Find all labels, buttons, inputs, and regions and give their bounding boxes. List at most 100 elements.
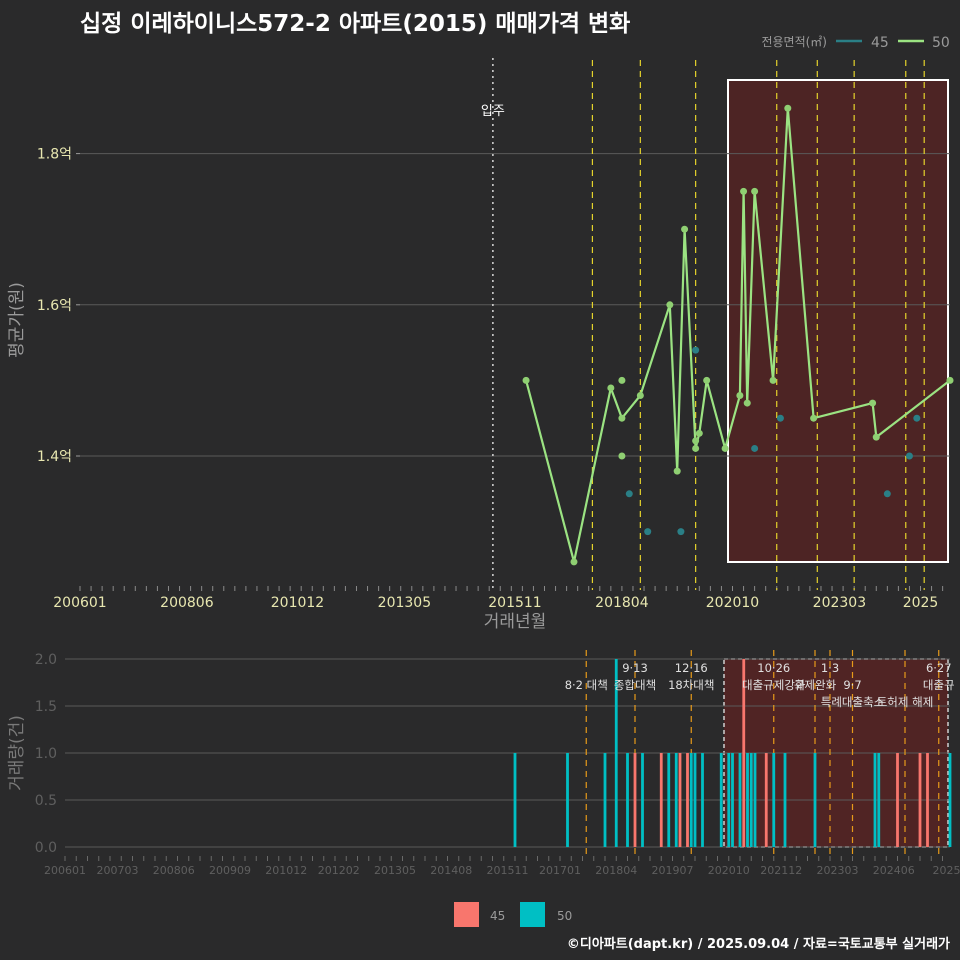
data-point-50 — [721, 444, 729, 452]
volume-x-tick-label: 200601 — [44, 864, 86, 877]
policy-label: 8·2 대책 — [565, 678, 608, 692]
volume-x-tick-label: 201305 — [374, 864, 416, 877]
data-point-50 — [522, 376, 530, 384]
data-point-50 — [736, 392, 744, 400]
legend-label-45: 45 — [871, 35, 889, 51]
bar-50 — [626, 753, 629, 847]
data-point-50 — [872, 433, 880, 441]
x-tick-label: 202010 — [706, 595, 759, 611]
bar-50 — [727, 753, 731, 847]
bar-45 — [659, 753, 663, 847]
x-axis-title: 거래년월 — [484, 612, 547, 632]
policy-label: 종합대책 — [614, 678, 656, 692]
data-point-50 — [666, 301, 674, 309]
volume-chart-panel: 0.0 0.5 1.0 1.5 2.0 200601 200703 200806 200909 2… — [7, 650, 960, 877]
data-point-50 — [673, 467, 681, 475]
data-point-45 — [692, 346, 700, 354]
policy-label: 대출규제강화 — [742, 678, 806, 692]
bar-50 — [873, 753, 877, 847]
bar-45 — [633, 753, 637, 847]
footer-credit: ©디아파트(dapt.kr) / 2025.09.04 / 자료=국토교통부 실… — [566, 937, 950, 952]
bar-50 — [566, 753, 569, 847]
data-point-50 — [636, 392, 644, 400]
data-point-45 — [625, 490, 633, 498]
bar-50 — [719, 753, 723, 847]
data-point-45 — [751, 444, 759, 452]
move-in-label: 입주 — [481, 104, 505, 119]
volume-y-tick-label: 0.0 — [35, 840, 57, 856]
data-point-45 — [905, 452, 913, 460]
data-point-50 — [618, 414, 626, 422]
legend-swatch-bar-50 — [520, 902, 545, 927]
data-point-50 — [946, 376, 954, 384]
chart-title: 십정 이레하이니스572-2 아파트(2015) 매매가격 변화 — [80, 11, 631, 37]
bar-50 — [749, 753, 753, 847]
data-point-50 — [681, 225, 689, 233]
bar-45 — [678, 753, 682, 847]
data-point-50 — [784, 104, 792, 112]
legend-label-50: 50 — [932, 35, 950, 51]
volume-x-tick-label: 201804 — [595, 864, 637, 877]
legend-swatch-bar-45 — [454, 902, 479, 927]
volume-y-tick-label: 2.0 — [35, 652, 57, 668]
policy-label: 9·13 — [622, 661, 648, 675]
y-axis-title: 평균가(원) — [7, 282, 27, 358]
volume-x-tick-label: 201907 — [652, 864, 694, 877]
x-tick-label: 2025 — [903, 595, 939, 611]
bar-45 — [926, 753, 929, 847]
policy-label: 6·27 — [926, 661, 952, 675]
bar-50 — [738, 753, 742, 847]
bar-50 — [693, 753, 697, 847]
bar-45 — [918, 753, 922, 847]
x-tick-label: 201012 — [271, 595, 324, 611]
bar-50 — [948, 753, 952, 847]
bar-50 — [783, 753, 787, 847]
data-point-50 — [751, 187, 759, 195]
data-point-50 — [743, 399, 751, 407]
bar-45 — [686, 753, 689, 847]
volume-x-tick-label: 200703 — [97, 864, 139, 877]
bar-45 — [896, 753, 899, 847]
volume-x-tick-label: 201012 — [265, 864, 307, 877]
legend-title: 전용면적(㎡) — [761, 35, 827, 49]
data-point-50 — [769, 376, 777, 384]
x-tick-label: 201804 — [595, 595, 649, 611]
data-point-50 — [869, 399, 877, 407]
bar-50 — [772, 753, 776, 847]
bar-50 — [674, 753, 678, 847]
policy-label: 18차대책 — [668, 678, 714, 692]
volume-x-tick-label: 201701 — [539, 864, 581, 877]
price-chart-panel: 1.4억 1.6억 1.8억 200601 200806 201012 201305 2015… — [7, 58, 954, 632]
bar-50 — [877, 753, 881, 847]
policy-label: 특례대출축소 — [821, 695, 884, 709]
bar-50 — [667, 753, 671, 847]
y-tick-label: 1.6억 — [37, 298, 72, 314]
data-point-50 — [618, 376, 626, 384]
volume-x-tick-label: 202406 — [873, 864, 915, 877]
data-point-50 — [695, 429, 703, 437]
volume-y-tick-label: 1.5 — [35, 699, 57, 715]
volume-x-tick-label: 200909 — [209, 864, 251, 877]
data-point-45 — [644, 528, 652, 536]
policy-label: 9·7 — [843, 678, 861, 692]
legend-label-bar-50: 50 — [557, 909, 572, 923]
policy-label: 12·16 — [675, 661, 708, 675]
data-point-50 — [570, 558, 578, 566]
x-tick-label: 200601 — [53, 595, 106, 611]
bar-50 — [614, 659, 618, 847]
data-point-50 — [703, 376, 711, 384]
highlight-box — [727, 79, 949, 563]
data-point-50 — [618, 452, 626, 460]
bar-50 — [731, 753, 734, 847]
policy-label: 대출규 — [923, 678, 955, 692]
volume-x-tick-label: 20250 — [933, 864, 960, 877]
x-tick-label: 200806 — [160, 595, 214, 611]
volume-x-tick-label: 202010 — [708, 864, 750, 877]
volume-x-tick-label: 202303 — [817, 864, 859, 877]
policy-label: 10·26 — [757, 661, 790, 675]
data-point-50 — [740, 187, 748, 195]
bar-45 — [742, 659, 746, 847]
bar-50 — [603, 753, 607, 847]
legends: 전용면적(㎡) 45 50 45 50 — [454, 35, 950, 927]
